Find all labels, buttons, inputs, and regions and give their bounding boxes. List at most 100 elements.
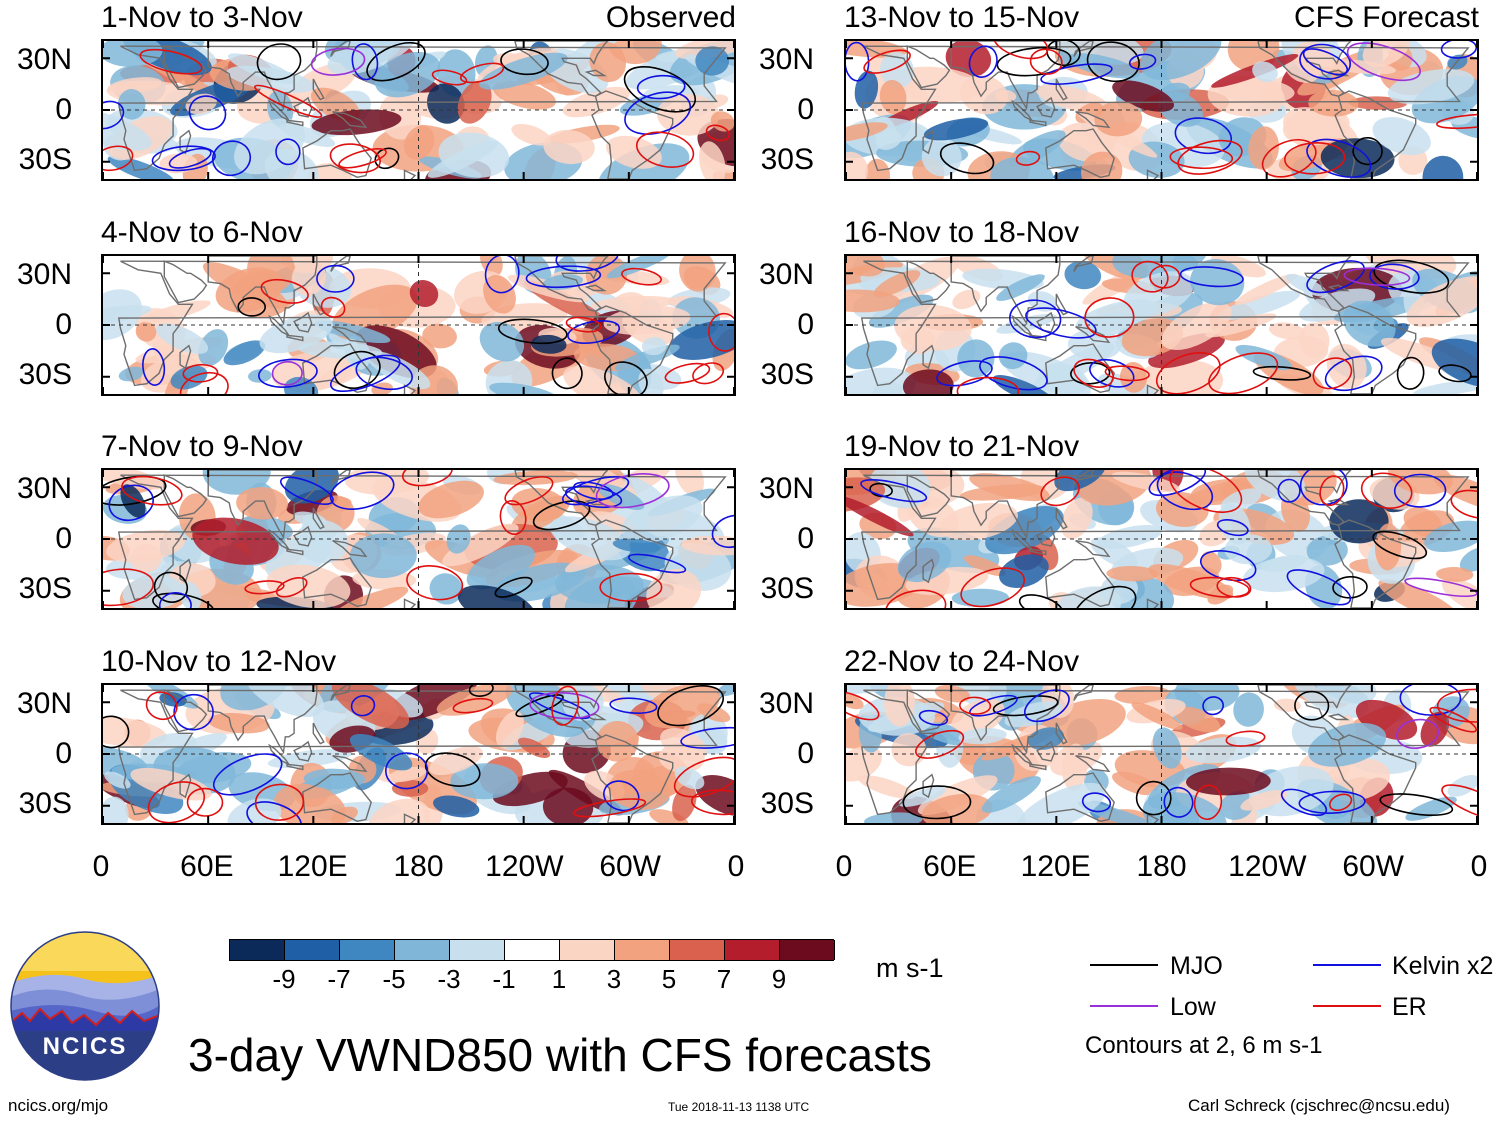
coastline <box>591 90 674 179</box>
anomaly-cell <box>349 734 413 771</box>
coastline <box>1055 293 1068 316</box>
colorbar-swatch <box>395 940 450 960</box>
lat-label: 30S <box>18 143 72 176</box>
kelvin-contour <box>173 693 214 731</box>
coastline <box>1055 507 1068 530</box>
anomaly-cell <box>543 129 595 165</box>
map-field <box>103 685 734 823</box>
coastline <box>163 45 208 89</box>
anomaly-cell <box>900 326 936 355</box>
anomaly-cell <box>1054 470 1107 492</box>
anomaly-cell <box>1224 534 1273 565</box>
coastline <box>1257 256 1352 312</box>
kelvin-contour <box>385 752 429 790</box>
anomaly-cell <box>846 495 914 537</box>
mjo-contour <box>1294 690 1330 721</box>
anomaly-cell <box>873 270 921 298</box>
anomaly-cell <box>135 321 157 342</box>
er-contour <box>452 697 494 714</box>
lat-label: 30N <box>758 258 814 291</box>
er-contour <box>1436 688 1477 723</box>
lat-label: 30N <box>758 687 814 720</box>
lon-label: 120W <box>485 850 564 883</box>
lon-label: 0 <box>1470 850 1488 883</box>
er-contour <box>1015 150 1041 166</box>
anomaly-cell <box>1128 359 1224 394</box>
anomaly-cell <box>1112 80 1174 112</box>
low-contour <box>310 47 366 76</box>
lat-label: 0 <box>797 522 814 555</box>
coastline <box>330 470 351 486</box>
panel-title: 7-Nov to 9-Nov <box>101 430 303 463</box>
coastline <box>403 813 417 823</box>
colorbar-swatch <box>230 940 285 960</box>
er-contour <box>1429 706 1477 733</box>
anomaly-cell <box>130 543 162 573</box>
anomaly-cell <box>1081 151 1123 179</box>
mjo-contour <box>497 318 568 345</box>
kelvin-contour <box>1306 260 1365 294</box>
anomaly-cell <box>846 477 886 512</box>
anomaly-cell <box>1106 565 1159 582</box>
mjo-contour <box>1135 780 1172 816</box>
kelvin-contour <box>860 479 928 503</box>
anomaly-cell <box>479 321 525 362</box>
kelvin-contour <box>1025 307 1097 339</box>
lon-label: 0 <box>727 850 745 883</box>
er-contour <box>244 580 285 595</box>
coastline <box>179 344 192 370</box>
er-contour <box>551 685 580 726</box>
panel-source-tag: Observed <box>605 1 736 34</box>
coastline <box>1146 813 1160 823</box>
colorbar-tick-label: 9 <box>771 964 787 994</box>
coastline <box>312 78 325 101</box>
coastline <box>1073 256 1094 272</box>
anomaly-cell <box>1211 256 1266 278</box>
footer-website: ncics.org/mjo <box>8 1096 109 1115</box>
er-contour <box>1360 472 1413 509</box>
anomaly-cell <box>374 51 441 98</box>
map-field <box>103 256 734 394</box>
lat-label: 30S <box>760 787 814 820</box>
kelvin-contour <box>351 43 379 81</box>
kelvin-contour <box>1128 53 1157 70</box>
anomaly-cell <box>192 517 279 565</box>
anomaly-cell <box>1243 556 1325 593</box>
anomaly-cell <box>695 775 734 817</box>
anomaly-cell <box>1343 300 1396 347</box>
coastline <box>860 260 1470 387</box>
coastline <box>1073 685 1094 701</box>
coastline <box>950 41 1061 111</box>
anomaly-cell <box>710 111 734 132</box>
coastline <box>1334 519 1417 608</box>
mjo-contour <box>1070 362 1111 385</box>
kelvin-contour <box>711 514 734 549</box>
anomaly-cell <box>466 544 535 590</box>
ncics-logo-icon <box>10 931 160 1081</box>
coastline <box>950 470 1061 540</box>
er-contour <box>691 789 734 816</box>
coastline <box>1334 305 1417 394</box>
kelvin-contour <box>936 360 993 387</box>
anomaly-field <box>846 685 1477 823</box>
panel-title: 19-Nov to 21-Nov <box>844 430 1080 463</box>
anomaly-cell <box>921 793 993 823</box>
map-frame <box>101 683 736 825</box>
legend-line-mjo <box>1090 964 1158 966</box>
kelvin-contour <box>108 484 154 522</box>
mjo-contour <box>468 685 494 697</box>
anomaly-cell <box>433 795 480 818</box>
er-contour <box>915 729 965 759</box>
er-contour <box>182 363 219 383</box>
lat-label: 0 <box>55 737 72 770</box>
mjo-contour <box>1018 594 1064 608</box>
mjo-contour <box>1352 136 1383 166</box>
coastline <box>293 311 313 333</box>
er-contour <box>863 49 911 74</box>
mjo-contour <box>939 142 995 175</box>
lat-label: 0 <box>797 93 814 126</box>
anomaly-cell <box>1111 471 1180 493</box>
anomaly-cell <box>1066 53 1141 79</box>
coastline <box>1146 598 1160 608</box>
kelvin-contour <box>680 726 734 749</box>
